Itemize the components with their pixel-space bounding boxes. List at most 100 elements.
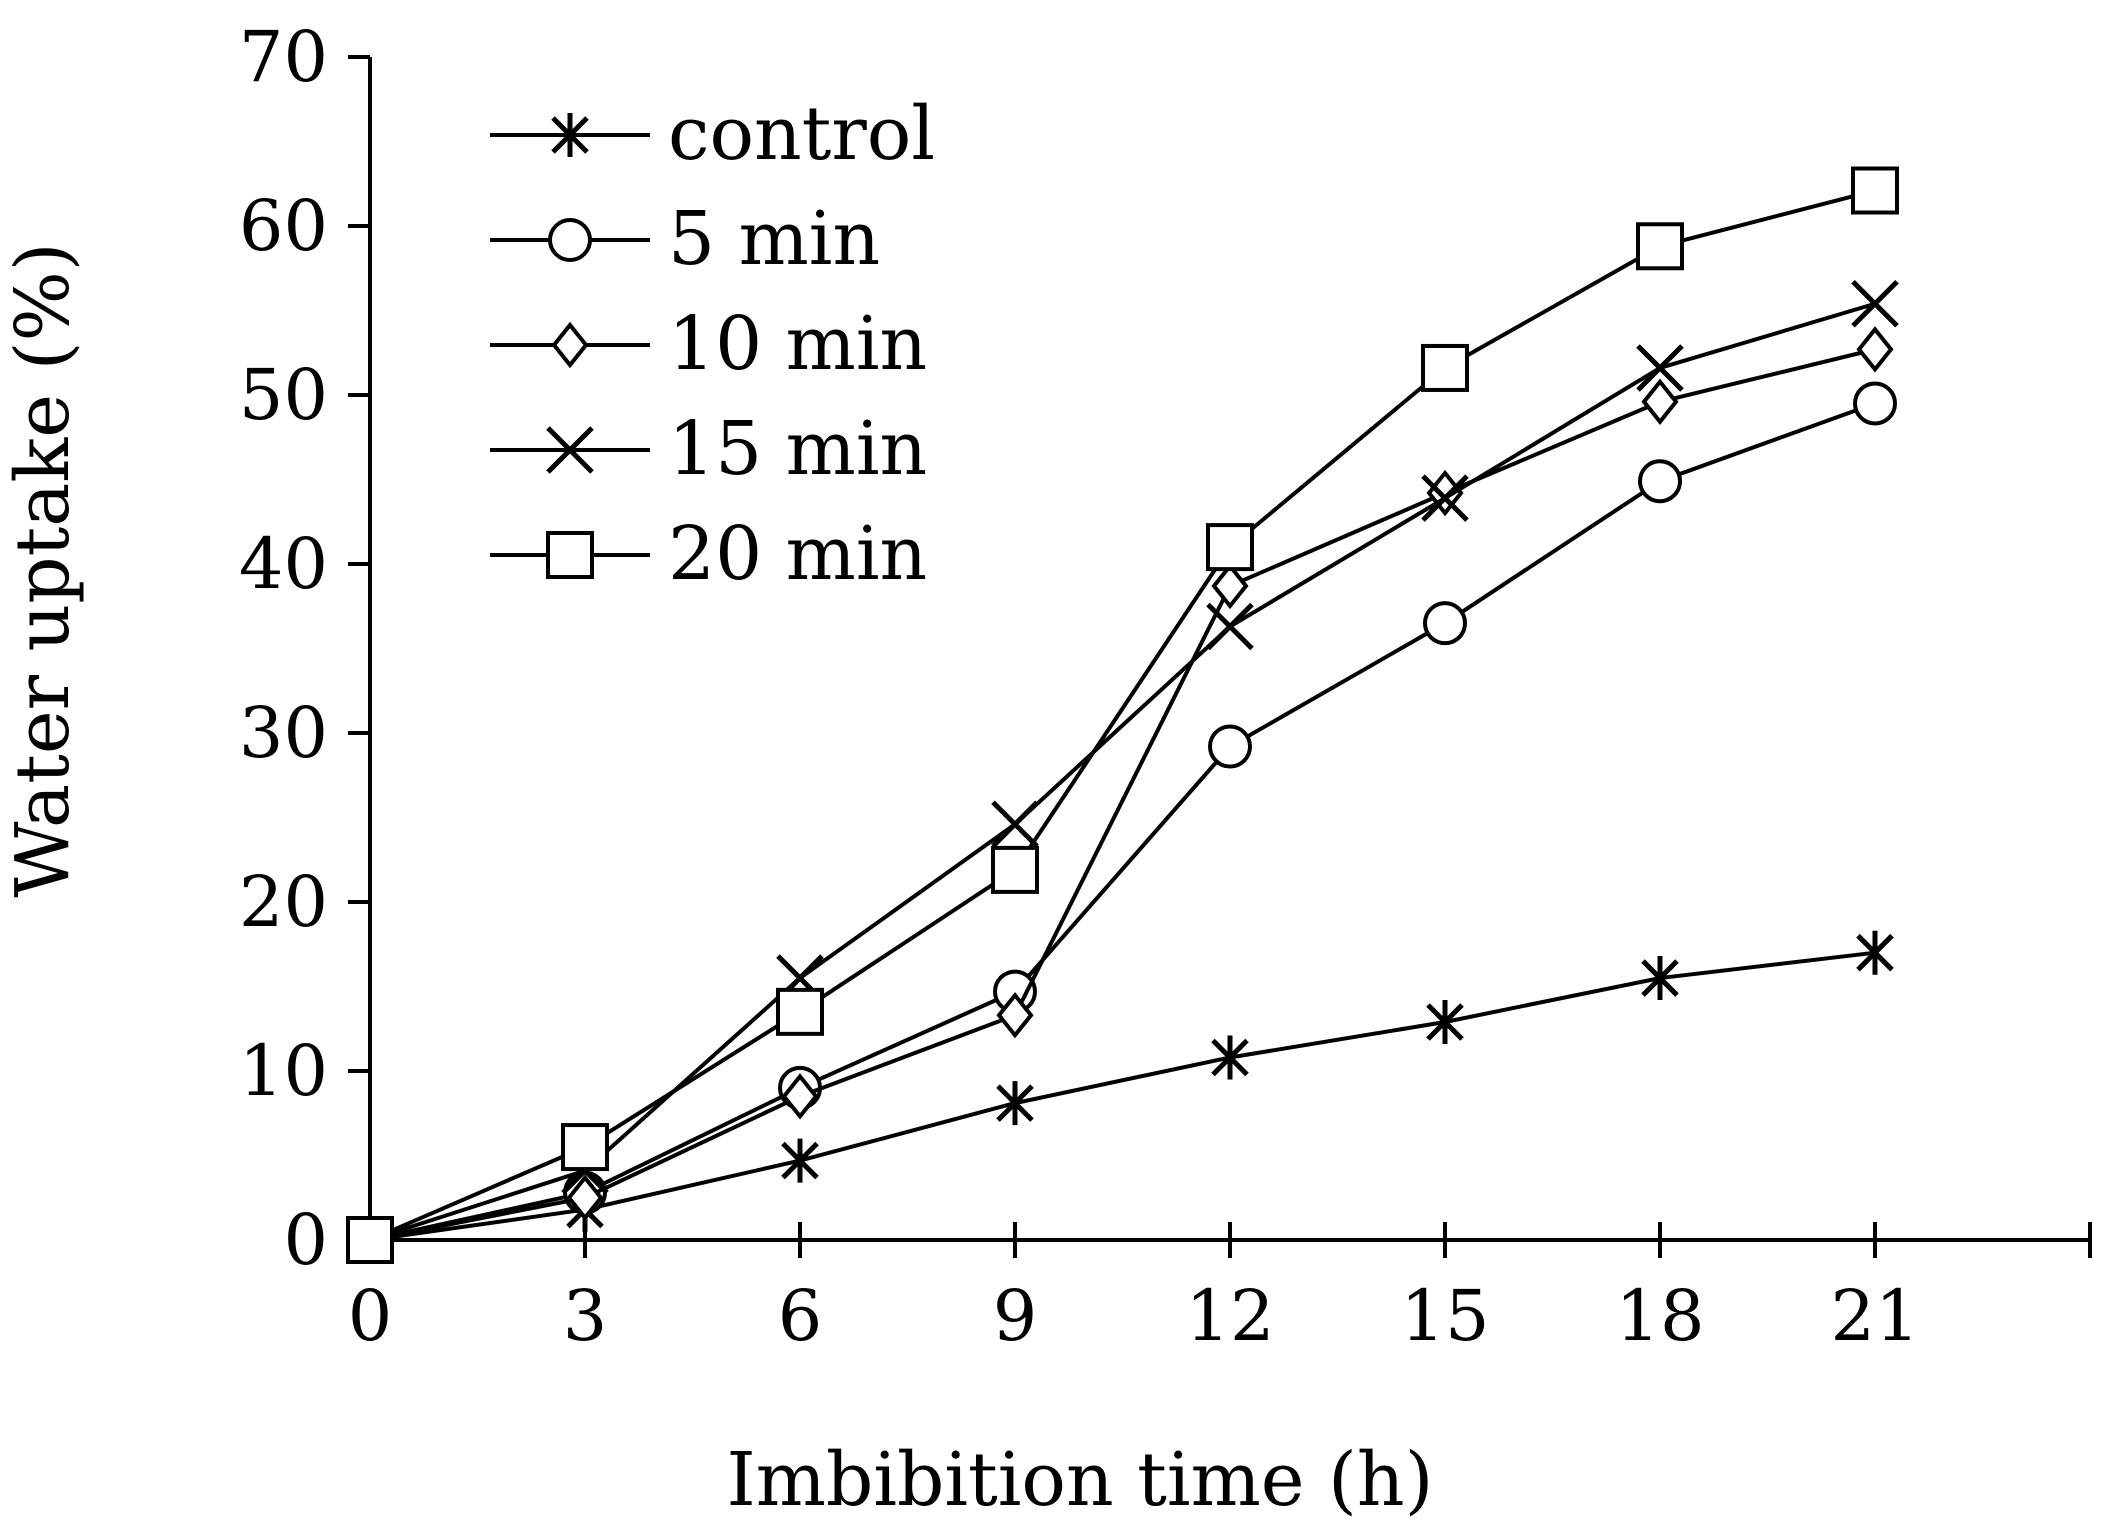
x-tick-label: 12 xyxy=(1185,1275,1274,1357)
marker-x-stroke xyxy=(991,800,1039,849)
data-point-20-min xyxy=(1421,343,1469,392)
marker-x-stroke xyxy=(1206,602,1254,651)
marker-circle xyxy=(548,218,592,262)
y-axis-title: Water uptake (%) xyxy=(0,242,86,897)
data-point-control xyxy=(1426,999,1464,1044)
marker-diamond xyxy=(1211,562,1249,610)
x-ticks: 0 3 6 9 12 15 18 21 xyxy=(348,1222,1920,1357)
data-point-20-min xyxy=(776,987,824,1036)
data-point-15-min xyxy=(1851,279,1899,328)
x-tick-label: 3 xyxy=(563,1275,608,1357)
data-point-control xyxy=(1856,930,1894,975)
legend-marker-5-min xyxy=(548,218,592,262)
legend-label: 15 min xyxy=(668,406,927,492)
series-line-15-min xyxy=(369,301,1876,1242)
legend-marker-10-min xyxy=(551,321,589,369)
series-line-10-min xyxy=(369,347,1876,1242)
legend-item-5-min: 5 min xyxy=(490,196,880,282)
series-line-5-min xyxy=(369,401,1876,1242)
data-point-20-min xyxy=(561,1123,609,1172)
marker-square xyxy=(546,531,594,579)
data-point-10-min xyxy=(1856,326,1894,373)
x-tick-label: 6 xyxy=(778,1275,823,1357)
data-point-20-min xyxy=(1636,222,1684,271)
data-point-20-min xyxy=(1851,166,1899,215)
series-20-min xyxy=(346,166,1899,1264)
x-axis-title: Imbibition time (h) xyxy=(727,1437,1434,1523)
series-group xyxy=(346,166,1899,1264)
data-point-10-min xyxy=(781,1073,819,1120)
marker-diamond xyxy=(551,321,589,369)
y-tick-label: 10 xyxy=(239,1030,328,1112)
data-point-20-min xyxy=(991,845,1039,894)
marker-diamond xyxy=(566,1174,604,1221)
data-point-control xyxy=(781,1138,819,1183)
series-15-min xyxy=(346,279,1899,1264)
data-point-10-min xyxy=(1641,378,1679,425)
legend-marker-15-min xyxy=(546,426,594,474)
series-line-20-min xyxy=(369,188,1876,1242)
data-point-10-min xyxy=(1211,562,1249,610)
data-point-5-min xyxy=(1208,724,1252,769)
data-point-control xyxy=(1211,1035,1249,1080)
marker-circle xyxy=(1208,724,1252,769)
y-tick-label: 70 xyxy=(239,16,328,98)
data-point-control xyxy=(996,1081,1034,1126)
data-point-20-min xyxy=(1206,523,1254,572)
legend-label: 20 min xyxy=(668,511,927,597)
x-tick-label: 18 xyxy=(1615,1275,1704,1357)
marker-diamond xyxy=(996,992,1034,1039)
x-tick-label: 15 xyxy=(1400,1275,1489,1357)
marker-square xyxy=(1851,166,1899,215)
y-tick-label: 40 xyxy=(239,523,328,605)
data-point-15-min xyxy=(1636,344,1684,392)
legend-marker-control xyxy=(551,113,589,157)
series-line-control xyxy=(369,950,1876,1242)
legend-item-10-min: 10 min xyxy=(490,301,927,387)
marker-square xyxy=(1421,343,1469,392)
data-point-10-min xyxy=(566,1174,604,1221)
marker-diamond xyxy=(781,1073,819,1120)
legend-item-15-min: 15 min xyxy=(490,406,927,492)
marker-square xyxy=(1206,523,1254,572)
marker-x-stroke xyxy=(1636,344,1684,392)
y-tick-label: 30 xyxy=(239,692,328,774)
marker-square xyxy=(1636,222,1684,271)
x-tick-label: 0 xyxy=(348,1275,393,1357)
marker-diamond xyxy=(1856,326,1894,373)
legend-item-control: control xyxy=(490,91,935,177)
data-point-15-min xyxy=(1206,602,1254,651)
legend-item-20-min: 20 min xyxy=(490,511,927,597)
data-point-15-min xyxy=(1421,474,1469,522)
marker-square xyxy=(561,1123,609,1172)
y-tick-label: 60 xyxy=(239,185,328,267)
data-point-5-min xyxy=(1853,381,1897,426)
marker-x-stroke xyxy=(1421,474,1469,522)
data-point-5-min xyxy=(1423,601,1467,646)
data-point-20-min xyxy=(346,1216,394,1264)
legend: control 5 min 10 min 15 min 20 min xyxy=(490,91,935,597)
data-point-5-min xyxy=(1638,459,1682,504)
marker-x-stroke xyxy=(1851,279,1899,328)
marker-square xyxy=(346,1216,394,1264)
y-ticks: 0 10 20 30 40 50 60 70 xyxy=(239,16,370,1281)
data-point-10-min xyxy=(996,992,1034,1039)
marker-square xyxy=(991,845,1039,894)
y-tick-label: 50 xyxy=(239,354,328,436)
legend-label: 10 min xyxy=(668,301,927,387)
legend-label: 5 min xyxy=(668,196,880,282)
marker-square xyxy=(776,987,824,1036)
data-point-15-min xyxy=(991,800,1039,849)
marker-circle xyxy=(1853,381,1897,426)
marker-circle xyxy=(1423,601,1467,646)
legend-marker-20-min xyxy=(546,531,594,579)
marker-circle xyxy=(1638,459,1682,504)
y-tick-label: 20 xyxy=(239,861,328,943)
y-tick-label: 0 xyxy=(283,1199,328,1281)
marker-diamond xyxy=(1641,378,1679,425)
marker-x-stroke xyxy=(546,426,594,474)
legend-label: control xyxy=(668,91,935,177)
x-tick-label: 9 xyxy=(993,1275,1038,1357)
data-point-control xyxy=(1641,956,1679,1001)
